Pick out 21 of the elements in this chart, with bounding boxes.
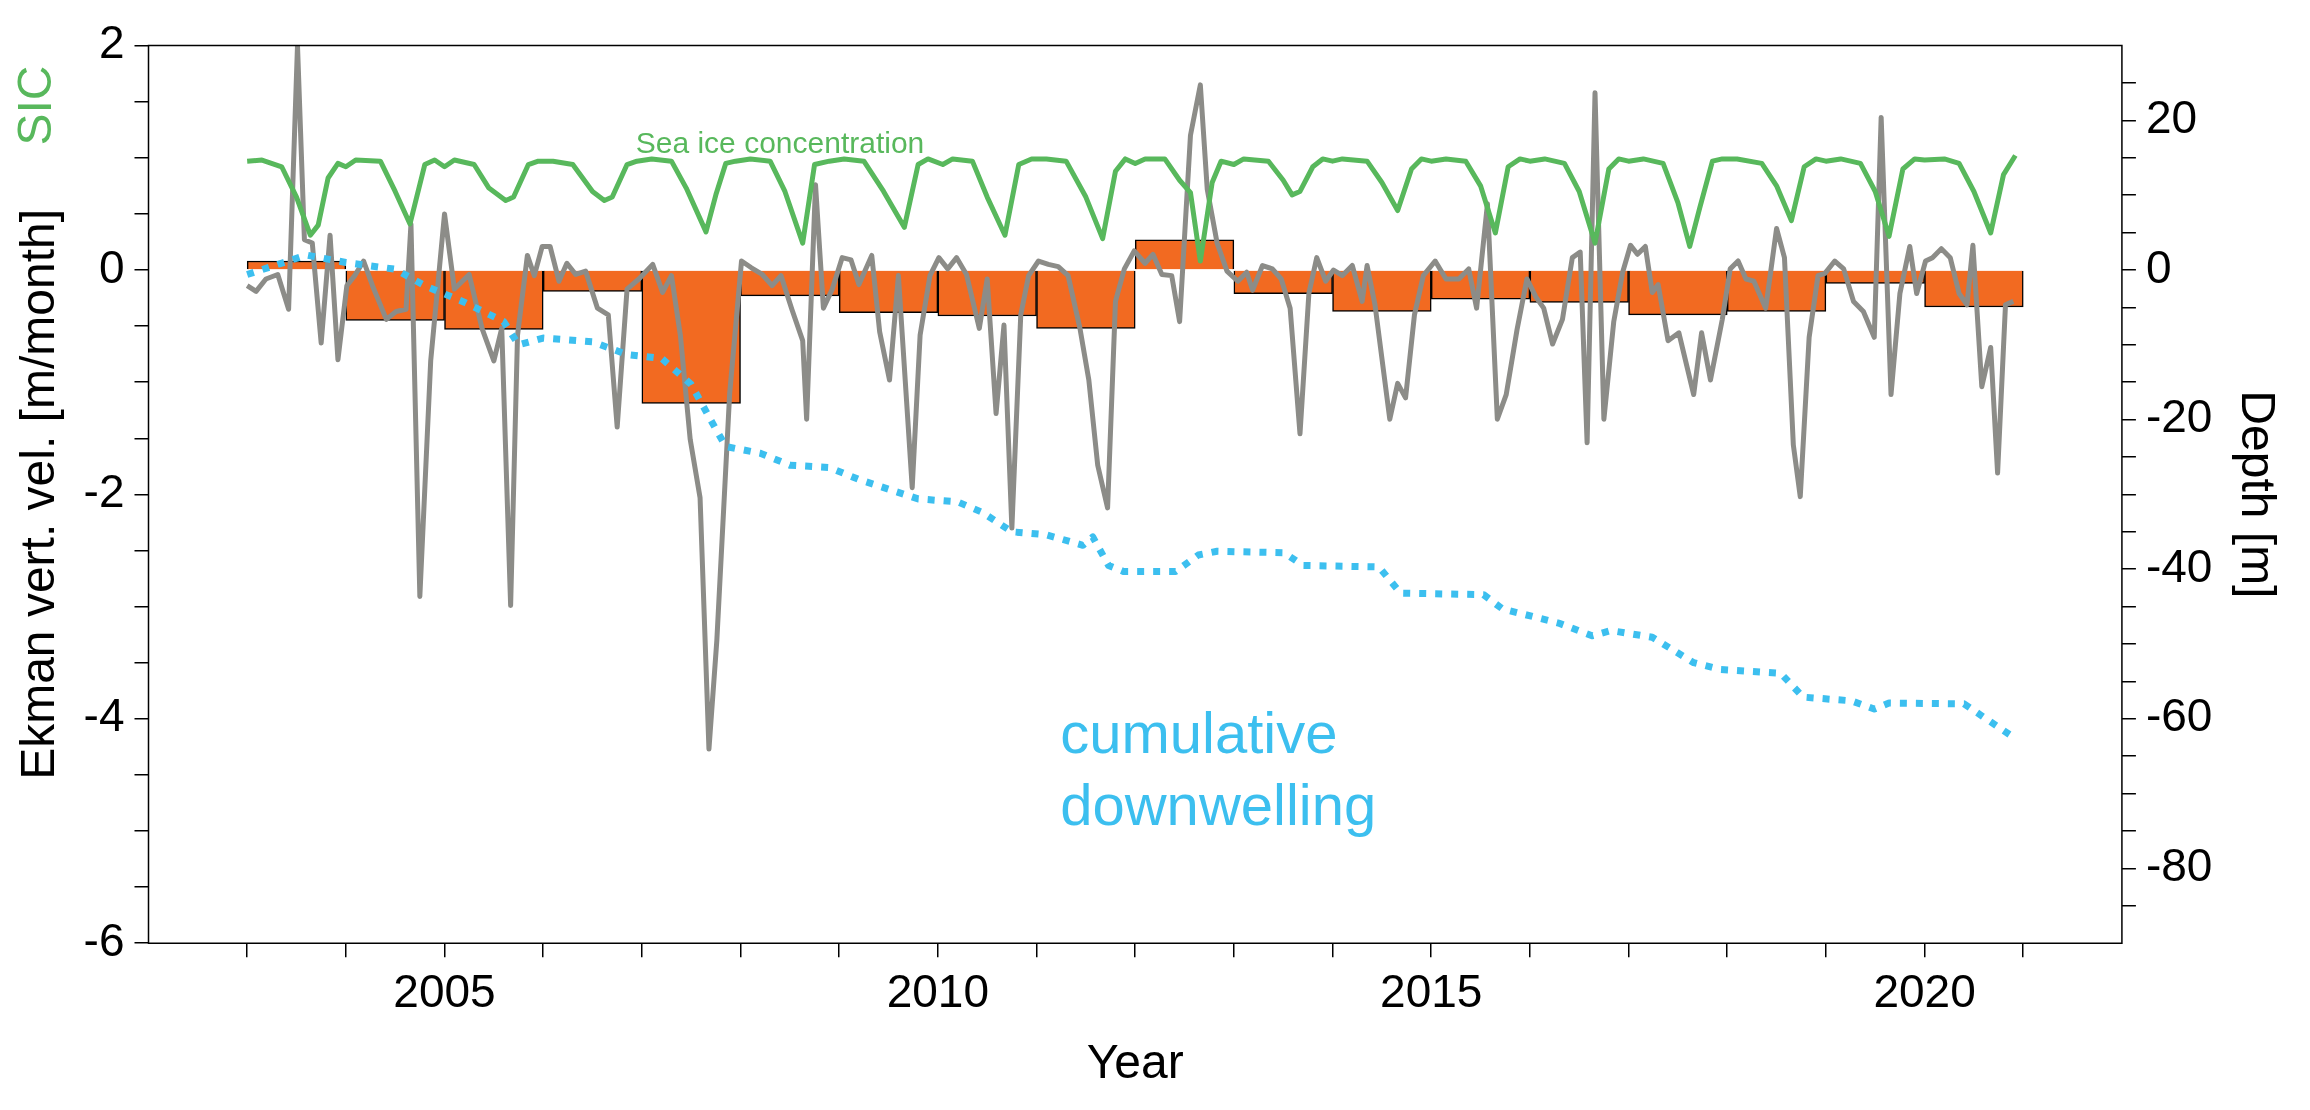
text: SIC xyxy=(8,65,62,146)
x-axis-title: Year xyxy=(1086,1035,1184,1089)
y2-axis-title: Depth [m] xyxy=(2231,390,2285,599)
y-axis-title: Ekman vert. vel. [m/month] xyxy=(11,208,65,780)
x-tick-label: 2020 xyxy=(1873,965,1976,1018)
x-tick-label: 2010 xyxy=(886,965,990,1018)
y2-tick-label: 0 xyxy=(2145,240,2172,293)
y2-tick-label: -40 xyxy=(2145,539,2213,592)
y2-tick-label: -20 xyxy=(2145,390,2213,443)
series-label: cumulative downwelling xyxy=(1060,699,1377,838)
y-tick-label: 2 xyxy=(98,16,125,69)
y2-tick-label: -80 xyxy=(2145,839,2213,892)
y-tick-label: -4 xyxy=(83,689,125,742)
series-label: Sea ice concentration xyxy=(635,125,925,159)
x-tick-label: 2015 xyxy=(1380,965,1483,1018)
y-tick-label: 0 xyxy=(98,240,125,293)
y2-tick-label: -60 xyxy=(2145,689,2213,742)
y-tick-label: -6 xyxy=(83,913,125,966)
y-tick-label: -2 xyxy=(83,465,125,518)
y2-tick-label: 20 xyxy=(2145,91,2198,144)
x-tick-label: 2005 xyxy=(393,965,496,1018)
